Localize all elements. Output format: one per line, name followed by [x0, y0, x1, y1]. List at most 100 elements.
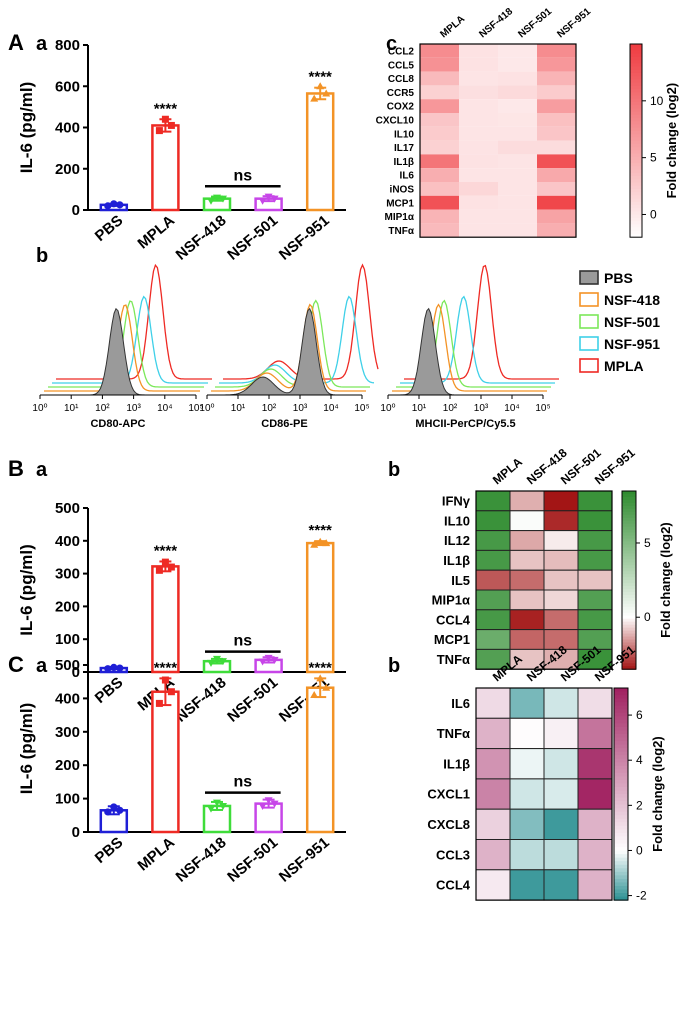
y-axis-label: IL-6 (pg/ml) [17, 544, 36, 636]
heatmap-cell [509, 717, 545, 750]
x-tick-label: NSF-418 [173, 212, 230, 264]
colorbar-segment [622, 538, 636, 543]
colorbar-segment [614, 847, 628, 852]
colorbar-segment [630, 101, 642, 106]
colorbar-segment [614, 719, 628, 724]
y-tick-label: 200 [55, 598, 80, 615]
legend-swatch-PBS [579, 270, 599, 285]
data-point [155, 566, 163, 574]
significance-label: **** [154, 542, 178, 559]
colorbar-segment [614, 772, 628, 777]
x-tick-label: 10³ [293, 403, 308, 414]
heatmap-cell [498, 126, 537, 141]
heatmap-cell [537, 113, 576, 127]
panel-letter-A_b: b [36, 245, 48, 267]
colorbar-segment [630, 56, 642, 61]
heatmap-cell [543, 609, 579, 631]
histogram-trace-NSF-501 [48, 300, 204, 388]
heatmap-cell [543, 778, 579, 810]
colorbar-segment [622, 517, 636, 522]
colorbar-segment [614, 797, 628, 802]
heatmap-column-label: NSF-951 [555, 6, 593, 40]
bar-NSF-951 [305, 686, 335, 834]
heatmap-cell [577, 748, 613, 780]
significance-label: **** [309, 69, 333, 86]
colorbar-segment [622, 511, 636, 516]
colorbar-segment [614, 857, 628, 862]
x-tick-label: 10¹ [231, 403, 246, 414]
histogram-trace-NSF-418 [44, 304, 200, 392]
heatmap-cell [498, 140, 537, 155]
data-point [161, 558, 169, 566]
colorbar-segment [630, 230, 642, 235]
colorbar-segment [614, 871, 628, 876]
colorbar-segment [622, 508, 636, 513]
heatmap-cell [577, 589, 613, 611]
colorbar-segment [630, 172, 642, 177]
heatmap-row-label: TNFα [388, 226, 414, 237]
data-point [167, 688, 175, 696]
heatmap-cell [577, 778, 613, 810]
heatmap-cell [459, 99, 498, 113]
heatmap-cell [459, 57, 498, 72]
ns-label: ns [233, 633, 252, 650]
heatmap-cell [498, 223, 537, 238]
heatmap-column-label: MPLA [490, 455, 525, 488]
heatmap-A_c: CCL2 CCL5 CCL8 CCR5 COX2 CXCL10 IL10 IL17 IL1β IL… [376, 6, 679, 238]
y-tick-label: 100 [55, 791, 80, 808]
colorbar-segment [630, 140, 642, 145]
heatmap-row-label: CXCL1 [427, 787, 470, 802]
panel-letter-A_c: c [386, 33, 397, 55]
colorbar-segment [622, 577, 636, 581]
colorbar-segment [630, 114, 642, 119]
x-axis-label: MHCII-PerCP/Cy5.5 [415, 418, 515, 430]
heatmap-cell [498, 44, 537, 58]
histogram-trace-PBS [40, 307, 196, 396]
data-point [258, 802, 267, 810]
heatmap-cell [459, 195, 498, 210]
data-point [310, 691, 319, 699]
heatmap-row-label: MIP1α [432, 593, 470, 608]
colorbar-segment [614, 737, 628, 742]
heatmap-cell [537, 154, 576, 169]
heatmap-cell [509, 869, 545, 901]
colorbar-segment [622, 532, 636, 537]
heatmap-cell [475, 549, 511, 571]
colorbar-segment [614, 840, 628, 845]
colorbar-segment [614, 786, 628, 792]
colorbar-segment [622, 565, 636, 569]
heatmap-frame [475, 687, 613, 901]
heatmap-cell [498, 113, 537, 127]
colorbar-segment [614, 762, 628, 767]
colorbar-segment [630, 124, 642, 129]
colorbar-segment [622, 663, 636, 667]
colorbar-segment [622, 639, 636, 644]
heatmap-cell [420, 71, 459, 86]
colorbar-segment [622, 624, 636, 629]
heatmap-cell [475, 569, 511, 591]
x-tick-label: 10⁵ [354, 403, 369, 414]
heatmap-cell [420, 168, 459, 182]
heatmap-row-label: CCR5 [387, 88, 415, 99]
legend-label: PBS [604, 270, 633, 286]
colorbar-segment [630, 205, 642, 209]
heatmap-cell [475, 629, 511, 650]
y-tick-label: 300 [55, 724, 80, 741]
colorbar-tick-label: 2 [636, 798, 643, 812]
x-tick-label: NSF-501 [224, 212, 281, 264]
colorbar-segment [630, 176, 642, 180]
y-tick-label: 200 [55, 161, 80, 178]
data-point [110, 803, 118, 811]
heatmap-cell [475, 510, 511, 532]
colorbar-segment [630, 192, 642, 196]
colorbar-segment [622, 553, 636, 557]
x-tick-label: NSF-418 [173, 674, 230, 726]
colorbar-segment [630, 182, 642, 187]
heatmap-cell [543, 869, 579, 901]
heatmap-cell [543, 490, 579, 512]
data-point [116, 806, 124, 814]
colorbar-segment [622, 571, 636, 575]
heatmap-cell [475, 778, 511, 810]
y-tick-label: 100 [55, 631, 80, 648]
panel-letter-C_big: C [8, 652, 24, 677]
